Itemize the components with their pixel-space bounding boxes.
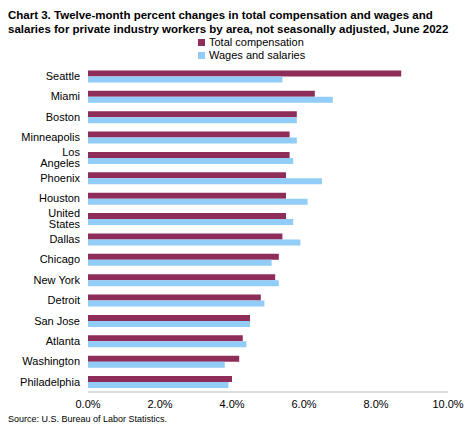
html-text:Total compensation: Total compensation: [209, 36, 304, 48]
svg-text:10.0%: 10.0%: [432, 398, 463, 410]
svg-text:Boston: Boston: [46, 111, 80, 123]
svg-text:New York: New York: [34, 274, 81, 286]
svg-text:Detroit: Detroit: [48, 294, 80, 306]
svg-text:Chicago: Chicago: [40, 253, 80, 265]
html-text:Wages and salaries: Wages and salaries: [209, 49, 306, 61]
html-text:Source: U.S. Bureau of Labor S: Source: U.S. Bureau of Labor Statistics.: [8, 414, 168, 424]
svg-text:San Jose: San Jose: [34, 315, 80, 327]
svg-text:Atlanta: Atlanta: [46, 335, 81, 347]
svg-text:Houston: Houston: [39, 192, 80, 204]
svg-text:Phoenix: Phoenix: [40, 172, 80, 184]
svg-text:Minneapolis: Minneapolis: [21, 131, 80, 143]
svg-text:Philadelphia: Philadelphia: [20, 376, 81, 388]
svg-text:Washington: Washington: [22, 355, 80, 367]
svg-text:4.0%: 4.0%: [219, 398, 244, 410]
svg-text:UnitedStates: UnitedStates: [48, 207, 80, 230]
html-text:Chart 3. Twelve-month percent: Chart 3. Twelve-month percent changes in…: [8, 9, 449, 35]
svg-text:Dallas: Dallas: [49, 233, 80, 245]
svg-text:Seattle: Seattle: [46, 70, 80, 82]
svg-text:6.0%: 6.0%: [291, 398, 316, 410]
svg-text:LosAngeles: LosAngeles: [40, 146, 80, 169]
svg-text:2.0%: 2.0%: [147, 398, 172, 410]
svg-text:0.0%: 0.0%: [75, 398, 100, 410]
svg-text:8.0%: 8.0%: [363, 398, 388, 410]
svg-text:Miami: Miami: [51, 90, 80, 102]
